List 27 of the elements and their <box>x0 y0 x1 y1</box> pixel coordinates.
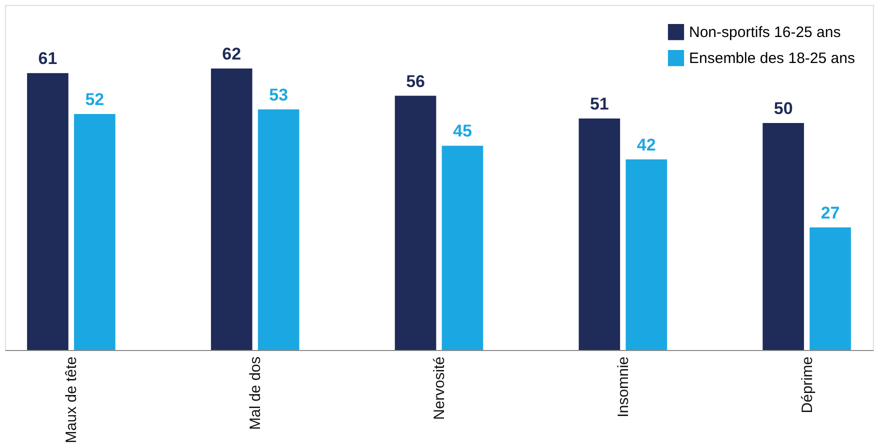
data-label: 61 <box>38 49 58 68</box>
legend-label: Ensemble des 18-25 ans <box>689 50 855 67</box>
bar <box>27 73 68 350</box>
bar <box>258 109 300 350</box>
data-label: 52 <box>85 90 104 109</box>
legend-label: Non-sportifs 16-25 ans <box>689 24 841 41</box>
bar <box>810 227 851 350</box>
data-label: 50 <box>774 99 793 118</box>
data-label: 62 <box>222 44 242 64</box>
bar <box>394 96 436 350</box>
data-label: 45 <box>453 122 472 141</box>
data-label: 56 <box>406 72 425 91</box>
x-tick-label: Mal de dos <box>247 356 264 430</box>
bar <box>762 123 804 350</box>
data-label: 51 <box>590 94 609 114</box>
bar <box>210 68 252 350</box>
x-tick-label: Nervosité <box>431 356 448 420</box>
data-label: 53 <box>269 85 288 104</box>
bar <box>578 118 620 350</box>
data-label: 27 <box>820 203 840 222</box>
x-tick-label: Déprime <box>798 356 816 414</box>
bar <box>442 146 484 350</box>
bar <box>74 114 116 350</box>
x-tick-label: Insomnie <box>614 356 632 418</box>
data-label: 42 <box>636 135 656 154</box>
x-tick-label: Maux de tête <box>63 356 80 444</box>
bar <box>626 159 668 350</box>
